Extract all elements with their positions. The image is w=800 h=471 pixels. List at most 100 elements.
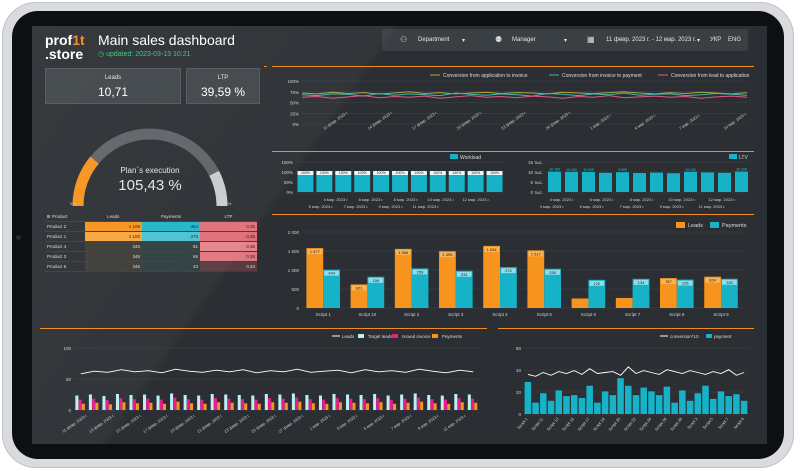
daily-bar (454, 393, 458, 410)
daily-bar (143, 394, 147, 410)
payment-bar (632, 395, 640, 414)
x-tick-label: Script 11 (530, 416, 544, 432)
table-cell-product: Product 4 (45, 241, 85, 252)
leads-bar (660, 278, 677, 308)
table-header-leads[interactable]: Leads (84, 212, 142, 222)
payment-bar (563, 396, 570, 414)
camera-dot (16, 235, 21, 240)
daily-bar (227, 398, 231, 410)
table-row[interactable]: Product 1 1 100 376 0,35 (45, 231, 257, 242)
data-label-bg (429, 171, 446, 175)
x-tick-label: 6 мар. 2023 г. (359, 197, 384, 202)
payment-bar (532, 402, 539, 414)
workload-bar (392, 172, 408, 192)
department-dropdown-icon[interactable]: ▾ (462, 38, 466, 44)
table-header-ltp[interactable]: LTP (200, 212, 257, 222)
daily-bar (156, 395, 160, 410)
manager-filter[interactable]: Manager (512, 37, 536, 43)
daily-bar (284, 402, 288, 410)
payments-data-label: 231 (461, 272, 468, 277)
ltv-bar-chart: LTV 15 тыс. 10 тыс. 5 тыс. 0 тыс. 10 160 10 09… (528, 154, 750, 209)
x-tick-label: 27 февр. 2023 г. (277, 413, 304, 434)
data-label: 10 000 (583, 168, 594, 172)
payment-bar (540, 393, 547, 414)
table-cell-ltp: 0,34 (200, 261, 257, 272)
payments-data-label: 159 (372, 278, 379, 283)
table-row[interactable]: Product 4 345 81 0,36 (45, 241, 257, 252)
legend-swatch (392, 334, 398, 338)
y-tick-label: 40 (516, 368, 522, 373)
end: 17 февр. 2023 г. (411, 110, 438, 131)
payment-bar (648, 391, 655, 414)
x-tick-label: Script 4 (492, 312, 508, 317)
manager-dropdown-icon[interactable]: ▾ (564, 38, 568, 44)
payments-data-label: 259 (417, 269, 424, 274)
ltv-bar (616, 172, 629, 192)
x-tick-label: 4 мар. 2023 г. (324, 197, 349, 202)
payment-bar (625, 385, 632, 414)
x-tick-label: 9 мар. 2023 г. (379, 204, 404, 209)
ltv-bar (684, 171, 697, 192)
legend-label: Target leads (368, 334, 393, 339)
payments-bar (323, 269, 341, 308)
table-header-payments[interactable]: Payments (141, 212, 201, 222)
data-label-bg (528, 251, 544, 257)
x-tick-label: 9 мар. 2023 г. (417, 413, 440, 431)
y-tick-label: 20 (516, 390, 522, 395)
y-tick-label: 5 тыс. (530, 180, 543, 185)
x-tick-label: Script 9 (732, 416, 745, 430)
leads-line (80, 368, 474, 375)
daily-bar (95, 402, 99, 410)
y-tick-label: 0% (292, 122, 299, 127)
table-cell-ltp: 0,35 (200, 231, 257, 242)
data-label-bg (722, 279, 737, 285)
daily-bar (162, 403, 167, 410)
department-filter[interactable]: Department (418, 37, 450, 43)
daily-bar (471, 398, 475, 410)
date-range-picker[interactable]: 11 февр. 2023 г. - 12 мар. 2023 г. (606, 37, 697, 43)
lang-eng-button[interactable]: ENG (728, 37, 742, 43)
legend-label: Leads (342, 334, 355, 339)
payment-bar (733, 394, 740, 414)
table-row[interactable]: Product 2 1 169 464 0,35 (45, 221, 257, 232)
x-tick-label: 4 мар. 2023 г. (550, 197, 575, 202)
x-tick-label: 11 мар. 2023 г. (442, 413, 467, 432)
workload-bar (354, 172, 371, 192)
y-tick-label: 25% (290, 111, 299, 116)
daily-bar (346, 394, 350, 410)
x-tick-label: 25 февр. 2023 г. (250, 413, 277, 434)
ltv-bar (565, 171, 578, 192)
table-cell-leads: 345 (84, 241, 142, 252)
x-tick-label: Script 15 (561, 416, 575, 432)
data-label: 100% (301, 171, 310, 175)
daily-bar (386, 395, 390, 410)
divider-bottom-left (40, 328, 487, 329)
data-label-bg (412, 269, 428, 275)
x-tick-label: 8 мар. 2023 г. (394, 197, 419, 202)
daily-bar (467, 394, 471, 410)
hierarchy-icon: ⚇ (400, 35, 408, 44)
date-dropdown-icon[interactable]: ▾ (697, 38, 701, 44)
legend-swatch (432, 334, 438, 338)
daily-bar (122, 402, 126, 410)
end: 11 февр. 2023 г. (322, 110, 349, 131)
sort-icon (47, 215, 50, 219)
y-tick-label: 1 000 (288, 268, 300, 273)
daily-bar (251, 395, 255, 410)
x-tick-label: Script 22 (623, 416, 637, 432)
leads-bar (615, 297, 633, 308)
daily-bar (264, 393, 268, 410)
table-row[interactable]: Product 5 345 43 0,34 (45, 261, 257, 272)
table-cell-ltp: 0,36 (200, 241, 257, 252)
table-row[interactable]: Product 3 346 65 0,36 (45, 251, 257, 262)
data-label-bg (589, 280, 605, 286)
daily-bar (78, 399, 82, 410)
daily-bar (318, 395, 322, 410)
logo[interactable]: prof1t .store (45, 33, 85, 61)
lang-ukr-button[interactable]: УКР (710, 37, 722, 43)
table-header-product[interactable]: Product (45, 212, 85, 222)
daily-bar (217, 402, 221, 410)
daily-bar (359, 395, 363, 410)
table-cell-leads: 345 (84, 261, 142, 272)
workload-bar (335, 172, 352, 192)
